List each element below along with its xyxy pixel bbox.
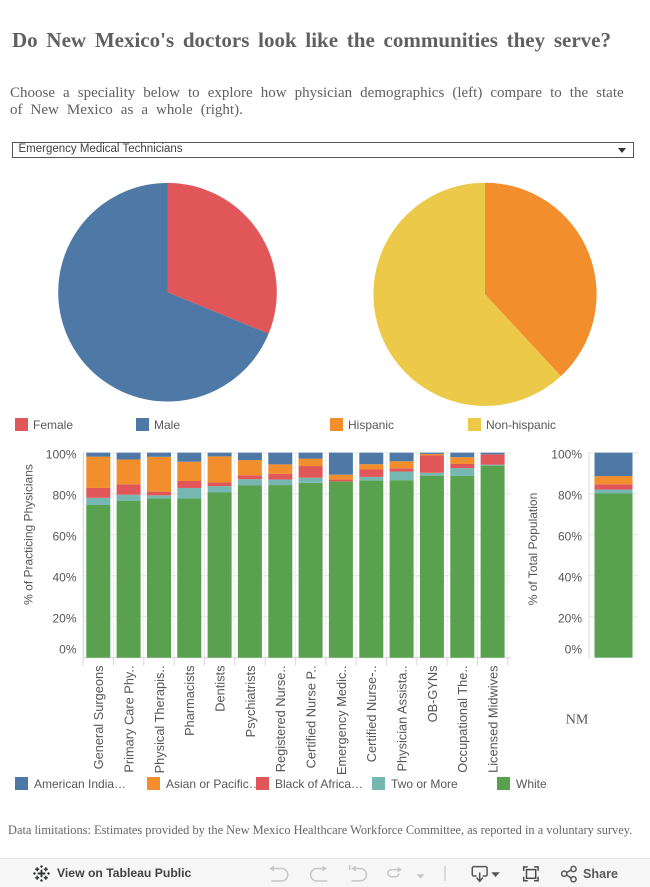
- svg-text:Occupational The..: Occupational The..: [455, 666, 470, 773]
- svg-text:20%: 20%: [558, 612, 582, 626]
- svg-text:80%: 80%: [52, 489, 76, 503]
- svg-text:Certified Nurse P..: Certified Nurse P..: [304, 666, 319, 769]
- svg-text:100%: 100%: [551, 448, 582, 462]
- svg-text:Physician Assista..: Physician Assista..: [395, 666, 410, 772]
- svg-text:Certified Nurse-..: Certified Nurse-..: [364, 666, 379, 763]
- svg-text:100%: 100%: [46, 448, 77, 462]
- svg-text:NM: NM: [566, 713, 589, 728]
- svg-text:Psychiatrists: Psychiatrists: [243, 666, 258, 738]
- svg-text:0%: 0%: [565, 643, 583, 657]
- svg-text:60%: 60%: [52, 530, 76, 544]
- svg-text:40%: 40%: [52, 571, 76, 585]
- svg-text:Dentists: Dentists: [213, 666, 228, 712]
- svg-text:Emergency Medic..: Emergency Medic..: [334, 666, 349, 776]
- svg-text:80%: 80%: [558, 489, 582, 503]
- svg-text:Physical Therapis..: Physical Therapis..: [152, 666, 167, 774]
- svg-text:60%: 60%: [558, 530, 582, 544]
- svg-text:% of Total Population: % of Total Population: [526, 493, 540, 606]
- svg-text:Licensed Midwives: Licensed Midwives: [486, 666, 501, 773]
- svg-text:Registered Nurse..: Registered Nurse..: [273, 666, 288, 773]
- svg-text:40%: 40%: [558, 571, 582, 585]
- svg-text:20%: 20%: [52, 612, 76, 626]
- svg-text:OB-GYNs: OB-GYNs: [425, 666, 440, 723]
- svg-text:% of Practicing Physicians: % of Practicing Physicians: [22, 464, 36, 605]
- svg-text:General Surgeons: General Surgeons: [91, 666, 106, 770]
- svg-text:Pharmacists: Pharmacists: [182, 666, 197, 736]
- svg-text:0%: 0%: [59, 643, 77, 657]
- svg-text:Primary Care Phy..: Primary Care Phy..: [122, 666, 137, 773]
